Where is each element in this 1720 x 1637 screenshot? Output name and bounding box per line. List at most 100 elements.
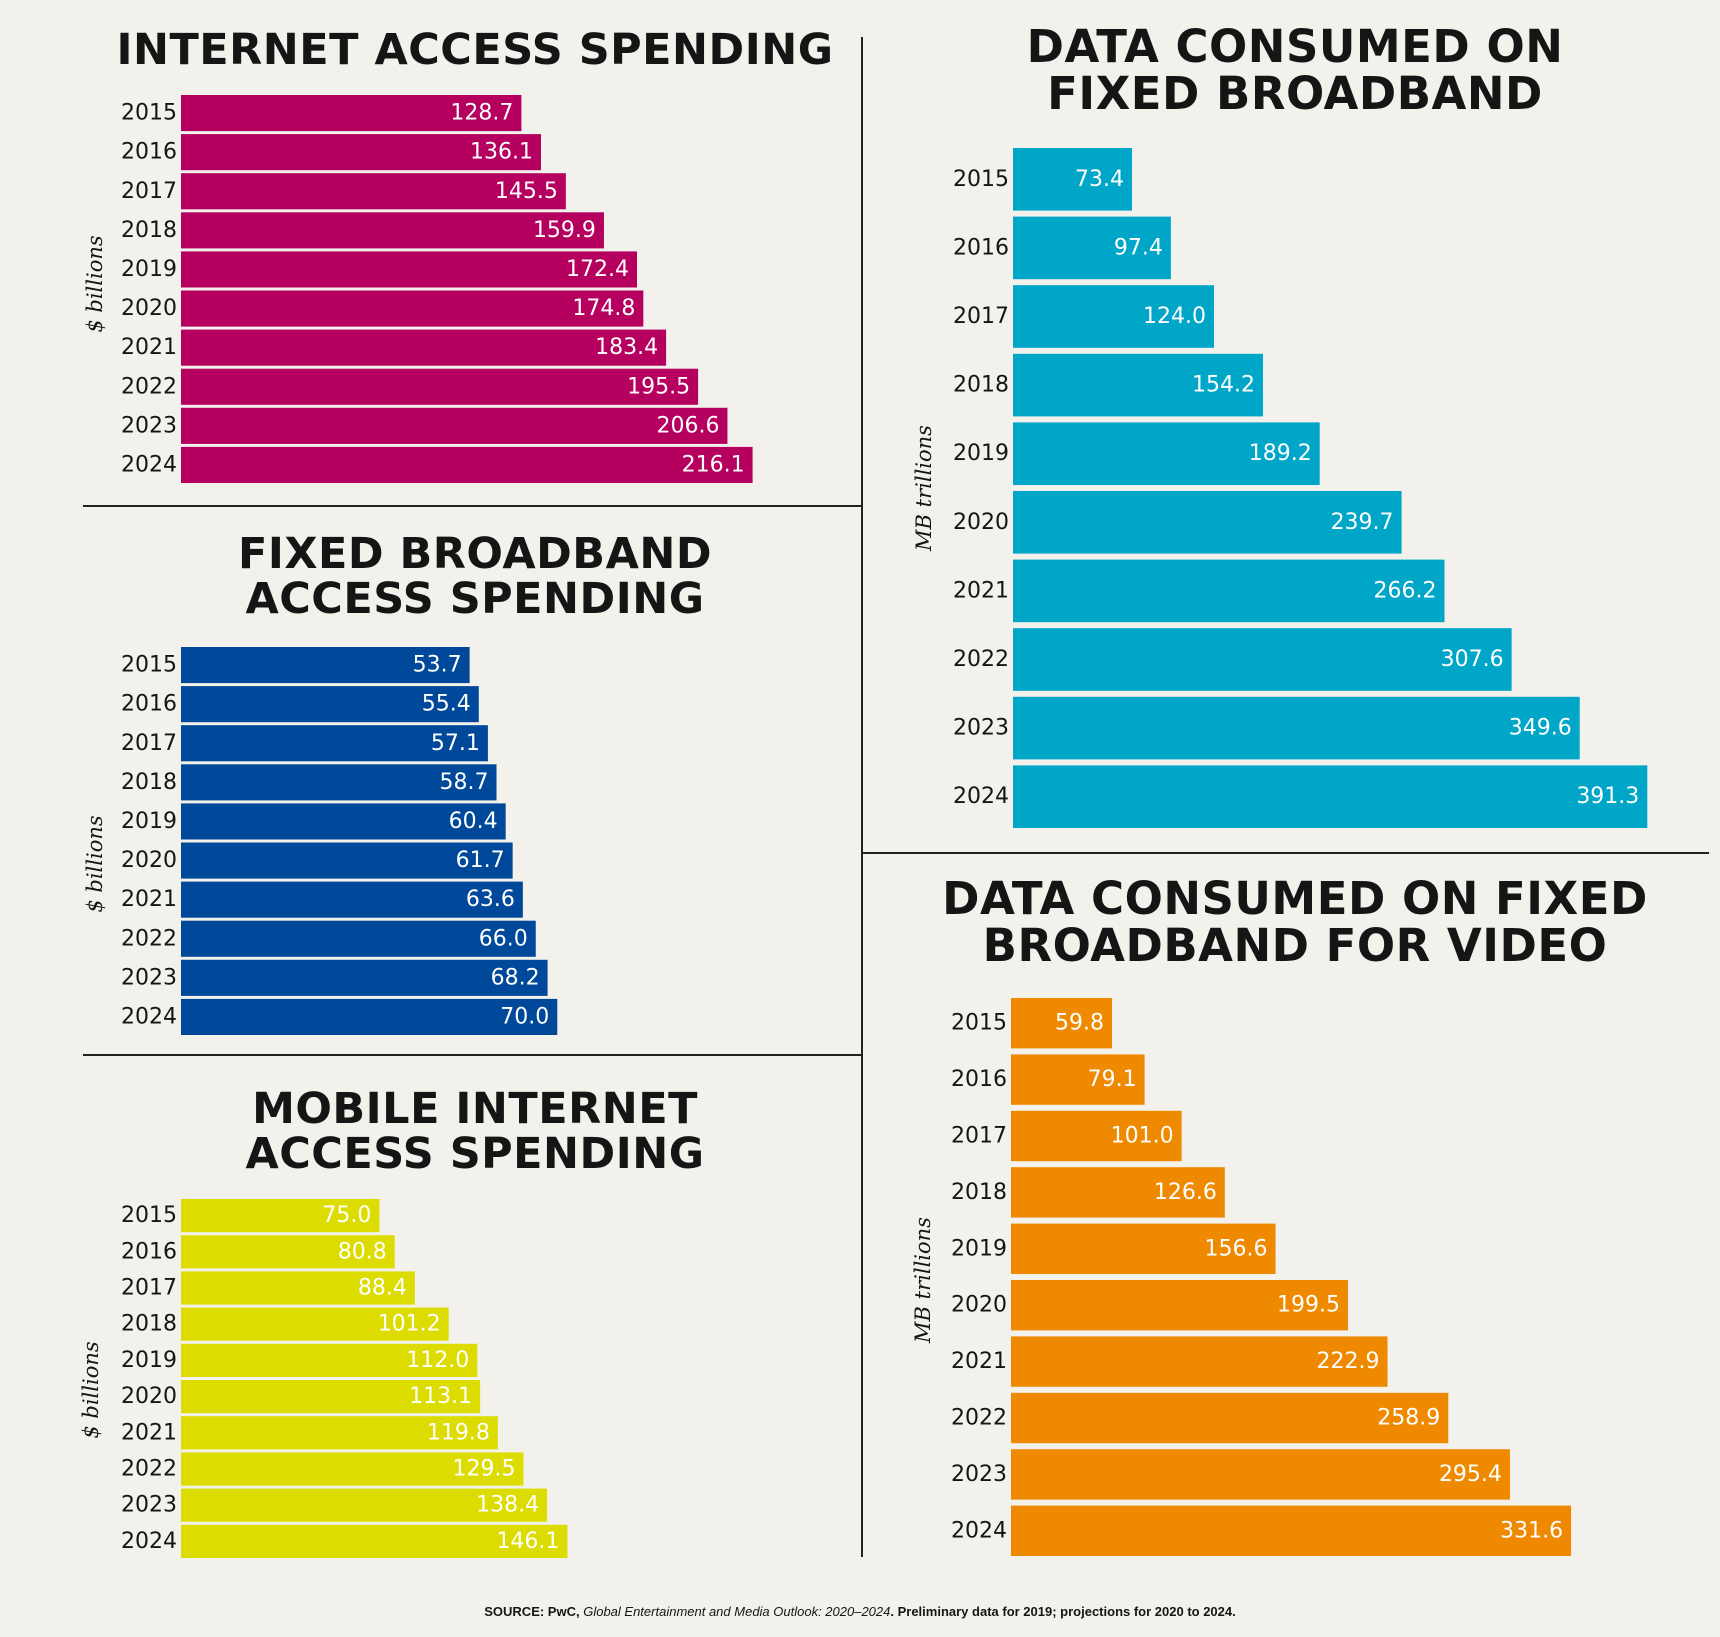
bar [1011, 1449, 1510, 1500]
chart-title-line: DATA CONSUMED ON FIXED [942, 872, 1648, 925]
bar [181, 1307, 449, 1341]
data-label: 266.2 [1374, 578, 1437, 603]
chart-title-line: FIXED BROADBAND [1047, 66, 1543, 120]
data-label: 61.7 [456, 848, 505, 873]
bar [1013, 491, 1402, 554]
panel-data-consumed-fixed-broadband: DATA CONSUMED ON FIXED BROADBAND MB tril… [875, 18, 1715, 833]
horizontal-divider [862, 852, 1709, 854]
bar [181, 1199, 380, 1233]
y-axis-label: $ billions [83, 235, 107, 333]
y-axis-label: $ billions [79, 1341, 103, 1439]
data-label: 307.6 [1441, 647, 1504, 672]
category-label: 2018 [121, 770, 177, 795]
category-label: 2024 [951, 1518, 1007, 1543]
data-label: 195.5 [627, 374, 690, 399]
category-label: 2016 [121, 140, 177, 165]
bar [181, 647, 470, 684]
category-label: 2024 [953, 784, 1009, 809]
category-label: 2023 [953, 716, 1009, 741]
chart-title: MOBILE INTERNET ACCESS SPENDING [85, 1087, 865, 1176]
category-label: 2017 [121, 1276, 177, 1301]
bar [181, 842, 513, 879]
bar [181, 368, 699, 405]
category-label: 2021 [951, 1349, 1007, 1374]
data-label: 101.2 [378, 1312, 441, 1337]
category-label: 2021 [953, 578, 1009, 603]
panel-internet-access-spending: INTERNET ACCESS SPENDING $ billions 2015… [83, 22, 865, 492]
data-label: 146.1 [496, 1529, 559, 1554]
source-publication: Global Entertainment and Media Outlook: … [583, 1604, 891, 1619]
data-label: 101.0 [1111, 1124, 1174, 1149]
bar [181, 1380, 481, 1414]
data-label: 156.6 [1205, 1236, 1268, 1261]
bar [181, 764, 497, 801]
data-label: 206.6 [656, 413, 719, 438]
data-label: 97.4 [1114, 235, 1163, 260]
category-label: 2021 [121, 335, 177, 360]
chart-title: FIXED BROADBAND ACCESS SPENDING [85, 532, 865, 621]
bar [181, 998, 558, 1035]
category-label: 2018 [121, 1312, 177, 1337]
bar [1013, 765, 1648, 828]
category-label: 2019 [121, 1348, 177, 1373]
chart-title-line: ACCESS SPENDING [245, 1128, 705, 1179]
category-label: 2023 [121, 965, 177, 990]
category-label: 2022 [951, 1406, 1007, 1431]
chart-title-line: DATA CONSUMED ON [1026, 20, 1564, 73]
panel-fixed-broadband-access-spending: FIXED BROADBAND ACCESS SPENDING $ billio… [83, 522, 865, 1042]
bar-chart: 2015 128.7 2016 136.1 2017 145.5 2018 159.9 2019… [109, 95, 865, 483]
bar [1013, 285, 1215, 348]
chart-title-line: ACCESS SPENDING [245, 573, 705, 624]
data-label: 112.0 [406, 1348, 469, 1373]
bar [1011, 1110, 1182, 1162]
vertical-divider [861, 37, 863, 1557]
bar [1013, 696, 1580, 760]
data-label: 113.1 [409, 1384, 472, 1409]
data-label: 124.0 [1143, 304, 1206, 329]
category-label: 2024 [121, 1004, 177, 1029]
data-label: 183.4 [595, 335, 658, 360]
data-label: 73.4 [1075, 167, 1124, 192]
bar-chart-svg: 2015 128.7 2016 136.1 2017 145.5 2018 159.9 2019… [121, 95, 753, 483]
data-label: 216.1 [682, 452, 745, 477]
data-label: 126.6 [1154, 1180, 1217, 1205]
bar [1013, 353, 1263, 417]
category-label: 2019 [121, 257, 177, 282]
bar [1011, 998, 1113, 1049]
category-label: 2016 [121, 1239, 177, 1264]
category-label: 2020 [951, 1293, 1007, 1318]
data-label: 119.8 [427, 1420, 490, 1445]
bar-chart: 2015 53.7 2016 55.4 2017 57.1 2018 58.7 2019 60.4… [109, 647, 865, 1035]
bar [1011, 1223, 1276, 1274]
bar-chart-svg: 2015 73.4 2016 97.4 2017 124.0 2018 154.2 2019 18… [953, 148, 1648, 828]
bar [181, 1343, 478, 1377]
source-suffix: . Preliminary data for 2019; projections… [890, 1604, 1236, 1619]
data-label: 159.9 [533, 218, 596, 243]
bar [1011, 1336, 1388, 1387]
panel-data-consumed-fixed-broadband-video: DATA CONSUMED ON FIXED BROADBAND FOR VID… [875, 870, 1715, 1560]
category-label: 2018 [121, 218, 177, 243]
chart-title: DATA CONSUMED ON FIXED BROADBAND [875, 20, 1715, 120]
bar-chart: 2015 59.8 2016 79.1 2017 101.0 2018 126.6 2019 15… [951, 998, 1720, 1556]
bar [1011, 1167, 1225, 1218]
data-label: 57.1 [431, 731, 480, 756]
category-label: 2020 [121, 296, 177, 321]
data-label: 199.5 [1277, 1293, 1340, 1318]
data-label: 70.0 [500, 1004, 549, 1029]
bar [1013, 216, 1171, 280]
category-label: 2015 [953, 167, 1009, 192]
data-label: 63.6 [466, 887, 515, 912]
data-label: 172.4 [566, 257, 629, 282]
bar-chart: 2015 75.0 2016 80.8 2017 88.4 2018 101.2 2019 112… [109, 1199, 865, 1558]
chart-title-line: FIXED BROADBAND [237, 529, 713, 579]
bar [181, 446, 753, 483]
data-label: 189.2 [1249, 441, 1312, 466]
data-label: 80.8 [338, 1239, 387, 1264]
source-prefix: SOURCE: PwC, [484, 1604, 584, 1619]
data-label: 60.4 [449, 809, 498, 834]
category-label: 2019 [953, 441, 1009, 466]
bar [181, 134, 541, 171]
y-axis-label: MB trillions [911, 1217, 935, 1343]
chart-title: INTERNET ACCESS SPENDING [85, 28, 865, 73]
data-label: 55.4 [422, 692, 471, 717]
